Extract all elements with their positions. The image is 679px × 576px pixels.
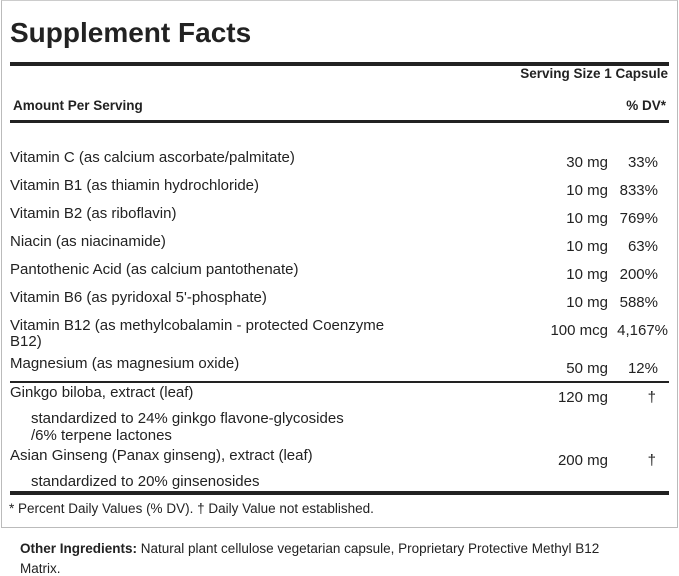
nutrient-name: Vitamin B1 (as thiamin hydrochloride): [10, 177, 260, 194]
other-ingredients: Other Ingredients: Natural plant cellulo…: [20, 541, 599, 556]
nutrient-name: Niacin (as niacinamide): [10, 233, 166, 250]
nutrient-amount: 10 mg: [566, 266, 608, 283]
footnote: * Percent Daily Values (% DV). † Daily V…: [9, 501, 374, 516]
nutrient-name-continued: B12): [10, 333, 42, 350]
nutrient-dv: 63%: [627, 238, 658, 255]
divider: [10, 62, 669, 66]
herb-note: standardized to 20% ginsenosides: [31, 473, 260, 490]
nutrient-dv: 33%: [627, 154, 658, 171]
other-ingredients-continued: Matrix.: [20, 561, 61, 576]
herb-amount: 120 mg: [557, 389, 608, 406]
herb-dv: †: [647, 452, 656, 469]
nutrient-name: Vitamin B12 (as methylcobalamin - protec…: [10, 317, 385, 334]
supplement-facts-panel: [1, 0, 678, 528]
other-ingredients-text: Natural plant cellulose vegetarian capsu…: [137, 541, 600, 556]
herb-dv: †: [647, 389, 656, 406]
nutrient-name: Vitamin B6 (as pyridoxal 5'-phosphate): [10, 289, 267, 306]
nutrient-name: Vitamin B2 (as riboflavin): [10, 205, 177, 222]
nutrient-dv: 833%: [619, 182, 658, 199]
amount-per-serving-header: Amount Per Serving: [13, 98, 143, 113]
nutrient-name: Pantothenic Acid (as calcium pantothenat…: [10, 261, 299, 278]
panel-title: Supplement Facts: [10, 17, 252, 48]
nutrient-name: Vitamin C (as calcium ascorbate/palmitat…: [10, 149, 295, 166]
nutrient-dv: 588%: [619, 294, 658, 311]
divider: [10, 381, 669, 383]
nutrient-amount: 10 mg: [566, 182, 608, 199]
nutrient-dv: 200%: [619, 266, 658, 283]
herb-amount: 200 mg: [557, 452, 608, 469]
herb-name: Asian Ginseng (Panax ginseng), extract (…: [10, 447, 313, 464]
nutrient-amount: 10 mg: [566, 210, 608, 227]
serving-size: Serving Size 1 Capsule: [520, 66, 668, 81]
nutrient-amount: 10 mg: [566, 238, 608, 255]
divider: [10, 120, 669, 123]
herb-name: Ginkgo biloba, extract (leaf): [10, 384, 194, 401]
herb-note: standardized to 24% ginkgo flavone-glyco…: [31, 410, 344, 427]
nutrient-amount: 50 mg: [566, 360, 608, 377]
nutrient-amount: 100 mcg: [550, 322, 608, 339]
nutrient-dv: 769%: [619, 210, 658, 227]
nutrient-amount: 30 mg: [566, 154, 608, 171]
divider: [10, 491, 669, 495]
other-ingredients-label: Other Ingredients:: [20, 541, 138, 556]
dv-header: % DV*: [626, 98, 666, 113]
nutrient-name: Magnesium (as magnesium oxide): [10, 355, 240, 372]
herb-note-continued: /6% terpene lactones: [31, 427, 172, 444]
nutrient-dv: 4,167%: [617, 322, 668, 339]
nutrient-amount: 10 mg: [566, 294, 608, 311]
nutrient-dv: 12%: [627, 360, 658, 377]
